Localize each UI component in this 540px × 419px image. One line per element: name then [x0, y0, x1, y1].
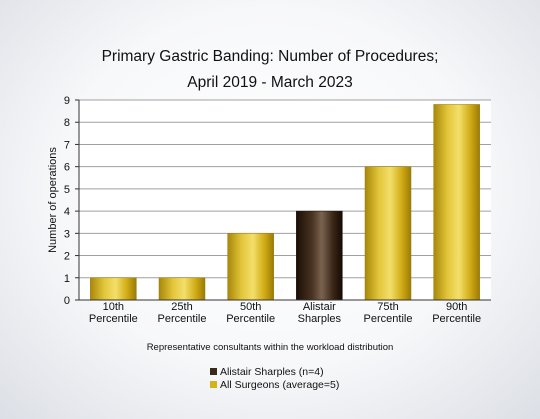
x-tick-label: Percentile — [226, 313, 275, 325]
y-tick-label: 2 — [64, 251, 70, 263]
y-axis-label: Number of operations — [47, 147, 59, 253]
x-tick-label: Percentile — [364, 313, 413, 325]
legend-item-highlight: Alistair Sharples (n=4) — [210, 366, 324, 378]
bar-50th-percentile — [227, 233, 274, 301]
x-tick-label: 10th — [103, 301, 124, 313]
legend-label-average: All Surgeons (average=5) — [220, 379, 340, 391]
x-tick-label: Percentile — [432, 313, 481, 325]
bar-75th-percentile — [364, 166, 412, 301]
y-tick-label: 1 — [64, 273, 70, 285]
chart-title-line2: April 2019 - March 2023 — [187, 74, 353, 91]
y-tick-label: 4 — [64, 206, 70, 218]
y-tick-label: 5 — [64, 184, 70, 196]
legend-label-highlight: Alistair Sharples (n=4) — [220, 366, 324, 378]
bar-alistair-sharples — [296, 210, 343, 301]
chart-title-line1: Primary Gastric Banding: Number of Proce… — [101, 48, 439, 65]
bar-25th-percentile — [158, 277, 206, 301]
y-tick-label: 6 — [64, 162, 70, 174]
x-tick-label: Sharples — [298, 313, 342, 325]
bar-90th-percentile — [433, 104, 480, 301]
x-tick-label: Percentile — [89, 313, 138, 325]
x-tick-label: Alistair — [303, 301, 336, 313]
x-tick-label: 25th — [171, 301, 192, 313]
x-axis-label: Representative consultants within the wo… — [146, 342, 394, 353]
plot-area — [79, 100, 491, 300]
bar-10th-percentile — [90, 277, 137, 301]
y-tick-label: 9 — [64, 95, 70, 107]
y-tick-label: 7 — [64, 139, 70, 151]
x-tick-label: 90th — [446, 301, 467, 313]
x-tick-label: 50th — [240, 301, 261, 313]
x-tick-label: 75th — [377, 301, 398, 313]
y-tick-label: 8 — [64, 117, 70, 129]
x-tick-label: Percentile — [158, 313, 207, 325]
legend-item-average: All Surgeons (average=5) — [210, 379, 339, 391]
legend-swatch-average — [210, 381, 217, 388]
legend-swatch-highlight — [210, 368, 217, 375]
y-tick-label: 0 — [64, 295, 70, 307]
y-tick-label: 3 — [64, 228, 70, 240]
